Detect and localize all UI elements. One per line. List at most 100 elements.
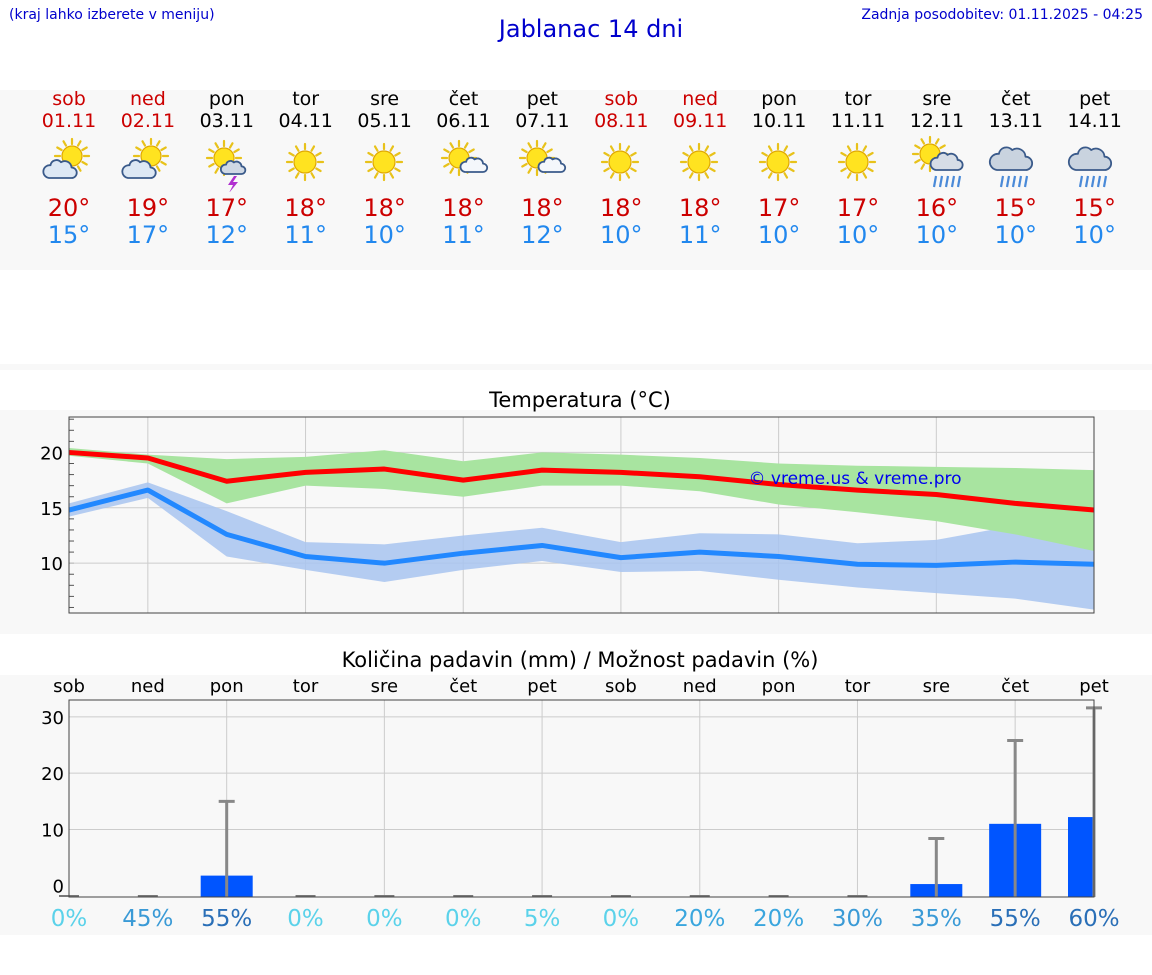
- day-date: 13.11: [988, 110, 1043, 132]
- precip-probability: 30%: [832, 906, 883, 932]
- precip-probability: 35%: [911, 906, 962, 932]
- precipitation-chart-title: Količina padavin (mm) / Možnost padavin …: [341, 648, 819, 672]
- day-date: 08.11: [594, 110, 649, 132]
- day-name: pet: [526, 88, 558, 110]
- temp-max: 18°: [600, 194, 643, 222]
- y-tick-label: 20: [40, 443, 63, 464]
- x-day-label: pet: [1079, 676, 1109, 697]
- precip-probability: 0%: [603, 906, 640, 932]
- day-date: 09.11: [672, 110, 728, 132]
- precip-probability: 5%: [524, 906, 561, 932]
- sun-icon: [364, 142, 403, 182]
- day-column: sre 12.11 16° 10°: [897, 88, 977, 249]
- day-column: pet 14.11 15° 10°: [1055, 88, 1135, 249]
- day-date: 01.11: [41, 110, 97, 132]
- temp-max: 18°: [284, 194, 327, 222]
- temp-min: 11°: [284, 221, 327, 249]
- day-name: tor: [844, 88, 872, 110]
- sun-icon: [285, 142, 324, 182]
- x-day-label: pet: [527, 676, 557, 697]
- y-tick-label: 10: [41, 820, 64, 841]
- precip-probability: 60%: [1068, 906, 1119, 932]
- temp-min: 10°: [1073, 221, 1116, 249]
- temp-min: 15°: [47, 221, 91, 249]
- day-name: sre: [922, 88, 952, 110]
- day-column: ned 09.11 18° 11°: [660, 88, 740, 249]
- day-name: pon: [208, 88, 245, 110]
- day-date: 02.11: [120, 110, 176, 132]
- temp-max: 18°: [521, 194, 564, 222]
- x-day-label: tor: [293, 676, 319, 697]
- day-column: tor 04.11 18° 11°: [266, 88, 346, 249]
- day-column: sob 08.11 18° 10°: [581, 88, 661, 249]
- precip-probability: 0%: [51, 906, 88, 932]
- sun-icon: [758, 142, 798, 182]
- sun-rain-icon: [911, 135, 964, 188]
- day-column: sob 01.11 20° 15°: [29, 88, 109, 249]
- x-day-label: pon: [762, 676, 796, 697]
- temp-max: 19°: [126, 194, 170, 222]
- temp-max: 16°: [915, 194, 959, 222]
- x-day-label: ned: [683, 676, 717, 697]
- plot-frame: [68, 699, 1095, 898]
- watermark: © vreme.us & vreme.pro: [748, 469, 961, 489]
- temp-max: 17°: [205, 194, 249, 222]
- temp-max: 18°: [678, 194, 722, 222]
- precip-probability: 20%: [674, 906, 725, 932]
- day-date: 14.11: [1067, 110, 1122, 132]
- x-day-label: sre: [371, 676, 398, 697]
- precip-bar: [1068, 817, 1094, 897]
- day-name: pon: [761, 88, 797, 110]
- y-tick-label: 20: [41, 764, 64, 785]
- temp-min: 10°: [836, 221, 880, 249]
- day-column: tor 11.11 17° 10°: [818, 88, 898, 249]
- temp-min: 17°: [126, 221, 170, 249]
- temp-max: 17°: [836, 194, 880, 222]
- day-column: sre 05.11 18° 10°: [345, 88, 425, 249]
- precip-probability: 0%: [366, 906, 403, 932]
- min-range-band: [69, 482, 1094, 610]
- y-tick-label: 0: [53, 877, 64, 898]
- temp-min: 10°: [994, 221, 1038, 249]
- day-name: sre: [370, 88, 400, 110]
- day-name: ned: [682, 88, 719, 110]
- temp-max: 17°: [757, 194, 801, 222]
- precip-probability: 20%: [753, 906, 804, 932]
- partly-cloudy-icon: [42, 137, 91, 179]
- y-tick-label: 30: [41, 708, 64, 729]
- temp-min: 10°: [600, 221, 643, 249]
- day-name: sob: [52, 88, 86, 110]
- precip-probability: 55%: [990, 906, 1041, 932]
- precip-probability: 0%: [445, 906, 482, 932]
- x-day-label: tor: [845, 676, 871, 697]
- day-name: čet: [1001, 88, 1031, 110]
- temp-min: 12°: [205, 221, 249, 249]
- precip-probability: 55%: [201, 906, 252, 932]
- temp-min: 12°: [521, 221, 564, 249]
- spacer-band: [0, 364, 1152, 370]
- x-day-label: sre: [923, 676, 950, 697]
- y-tick-label: 10: [40, 554, 63, 575]
- sun-icon: [601, 142, 640, 182]
- last-update: Zadnja posodobitev: 01.11.2025 - 04:25: [861, 7, 1143, 23]
- location-hint[interactable]: (kraj lahko izberete v meniju): [9, 7, 215, 23]
- day-date: 12.11: [909, 110, 965, 132]
- day-name: pet: [1079, 88, 1111, 110]
- day-column: pon 03.11 17° 12°: [187, 88, 267, 249]
- day-name: sob: [604, 88, 639, 110]
- temperature-chart: 10 15 20 © vreme.us & vreme.pro: [40, 416, 1095, 614]
- temp-min: 10°: [915, 221, 959, 249]
- temp-max: 20°: [47, 194, 91, 222]
- day-column: pet 07.11 18° 12°: [502, 88, 582, 249]
- page-title: Jablanac 14 dni: [498, 15, 684, 43]
- day-name: tor: [292, 88, 320, 110]
- partly-cloudy-icon: [121, 137, 169, 179]
- day-column: čet 13.11 15° 10°: [976, 88, 1056, 249]
- temp-max: 15°: [994, 194, 1038, 222]
- temp-min: 11°: [442, 221, 485, 249]
- y-tick-label: 15: [40, 499, 63, 520]
- sun-small-cloud-icon: [519, 139, 567, 177]
- day-column: čet 06.11 18° 11°: [424, 88, 504, 249]
- day-column: ned 02.11 19° 17°: [108, 88, 188, 249]
- x-day-label: čet: [1001, 676, 1029, 697]
